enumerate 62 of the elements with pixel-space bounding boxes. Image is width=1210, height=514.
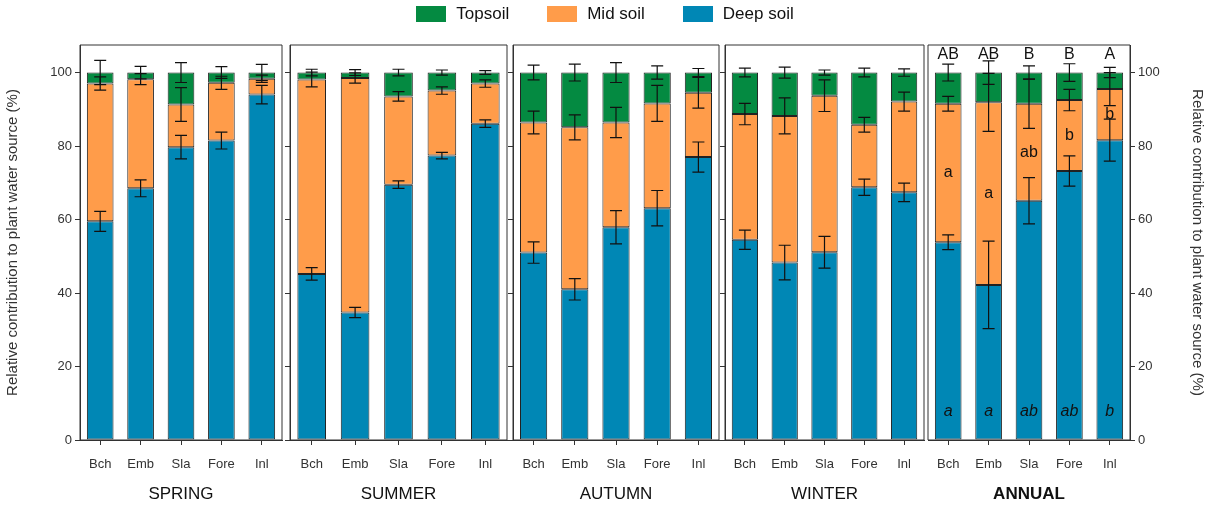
y2-tick-label: 20 xyxy=(1138,358,1153,374)
annotation: a xyxy=(984,184,994,202)
y2-tick-label: 80 xyxy=(1138,137,1153,153)
x-tick-label: Bch xyxy=(937,456,960,472)
x-tick-label: Fore xyxy=(850,456,878,472)
legend-label: Topsoil xyxy=(456,4,510,24)
annotation: A xyxy=(1104,45,1116,63)
legend-label: Mid soil xyxy=(587,4,645,24)
x-axis-title: SPRING xyxy=(148,484,214,504)
annotation: a xyxy=(943,163,953,181)
x-tick-label: Sla xyxy=(171,456,192,472)
annotation: B xyxy=(1023,45,1035,63)
x-tick-label: Inl xyxy=(897,456,912,472)
annotation: b xyxy=(1105,402,1115,420)
x-tick-label: Sla xyxy=(815,456,835,472)
x-axis-title: WINTER xyxy=(790,484,859,504)
y-tick-label: 80 xyxy=(57,137,72,153)
x-tick-label: Sla xyxy=(1019,456,1040,472)
x-tick-label: Bch xyxy=(89,456,112,472)
x-tick-label: Sla xyxy=(606,456,627,472)
x-tick-label: Fore xyxy=(208,456,235,472)
x-tick-label: Inl xyxy=(1102,456,1117,472)
x-axis-title: SUMMER xyxy=(360,484,437,504)
x-tick-label: Fore xyxy=(643,456,671,472)
x-tick-label: Inl xyxy=(254,456,269,472)
annotation: a xyxy=(984,402,994,420)
x-tick-label: Bch xyxy=(733,456,757,472)
x-axis-title: ANNUAL xyxy=(993,484,1065,504)
x-tick-label: Emb xyxy=(561,456,589,472)
y-tick-label: 100 xyxy=(50,64,72,80)
y2-tick-label: 60 xyxy=(1138,211,1153,227)
annotation: B xyxy=(1064,45,1075,63)
x-tick-label: Inl xyxy=(478,456,493,472)
y-tick-label: 20 xyxy=(57,358,72,374)
annotation: AB xyxy=(937,45,959,63)
annotation: a xyxy=(943,402,953,420)
x-tick-label: Bch xyxy=(300,456,323,472)
y2-tick-label: 0 xyxy=(1138,431,1146,447)
legend-label: Deep soil xyxy=(722,4,794,24)
x-tick-label: Fore xyxy=(1056,456,1083,472)
annotation: b xyxy=(1064,125,1074,143)
x-tick-label: Emb xyxy=(341,456,369,472)
x-tick-label: Fore xyxy=(428,456,456,472)
annotation: b xyxy=(1105,105,1115,123)
y-axis-title: Relative contribution to plant water source (%) xyxy=(3,89,21,396)
x-tick-label: Emb xyxy=(771,456,799,472)
y-tick-label: 0 xyxy=(64,431,72,447)
y-tick-label: 60 xyxy=(57,211,72,227)
x-axis-title: AUTUMN xyxy=(579,484,653,504)
x-tick-label: Bch xyxy=(522,456,545,472)
x-tick-label: Emb xyxy=(975,456,1002,472)
y2-axis-title: Relative contribution to plant water source (%) xyxy=(1189,89,1207,396)
annotation: ab xyxy=(1020,142,1038,160)
annotation: ab xyxy=(1060,402,1079,420)
x-tick-label: Emb xyxy=(127,456,154,472)
y2-tick-label: 40 xyxy=(1138,284,1153,300)
annotation: ab xyxy=(1020,402,1038,420)
y2-tick-label: 100 xyxy=(1138,64,1160,80)
x-tick-label: Sla xyxy=(389,456,409,472)
y-tick-label: 40 xyxy=(57,284,72,300)
x-tick-label: Inl xyxy=(691,456,706,472)
annotation: AB xyxy=(977,45,1000,63)
